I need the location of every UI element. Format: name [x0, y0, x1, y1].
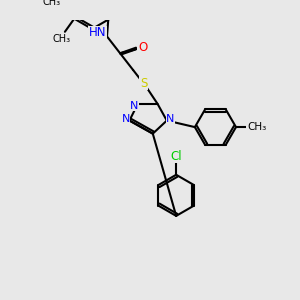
Text: HN: HN — [89, 26, 106, 39]
Text: CH₃: CH₃ — [247, 122, 266, 132]
Text: CH₃: CH₃ — [52, 34, 70, 44]
Text: S: S — [140, 77, 147, 90]
Text: N: N — [122, 114, 130, 124]
Text: N: N — [167, 114, 175, 124]
Text: N: N — [130, 100, 138, 111]
Text: Cl: Cl — [170, 150, 182, 163]
Text: O: O — [138, 41, 147, 54]
Text: CH₃: CH₃ — [43, 0, 61, 7]
